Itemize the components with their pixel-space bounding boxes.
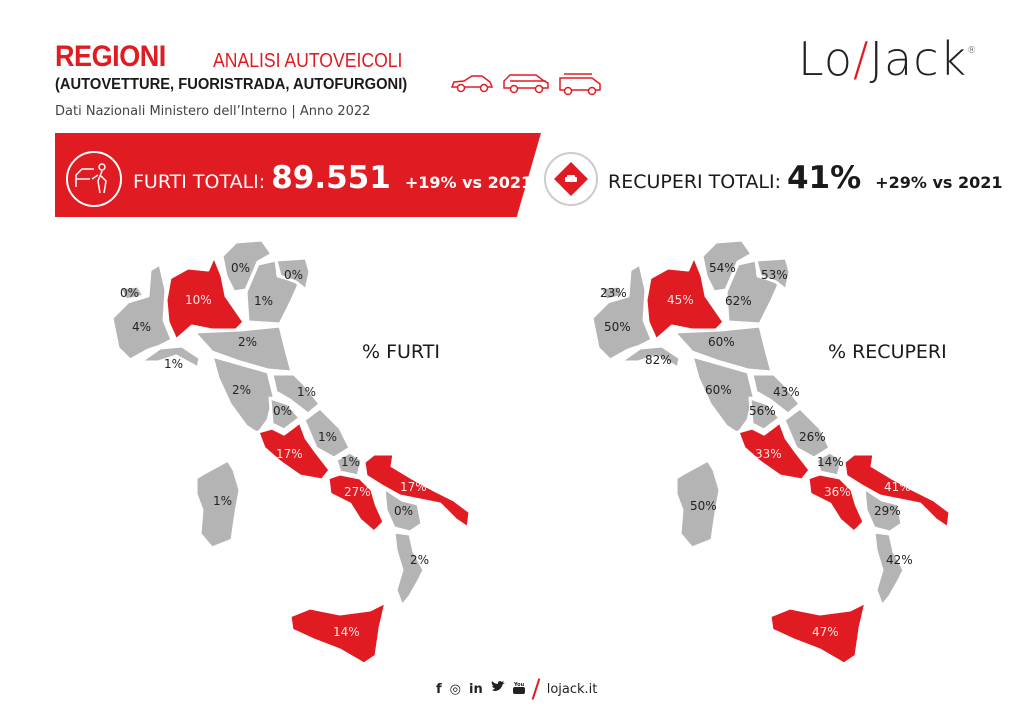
svg-text:0%: 0% [120,286,139,300]
suv-icon [503,74,549,94]
svg-text:56%: 56% [749,404,776,418]
svg-text:1%: 1% [254,294,273,308]
svg-text:60%: 60% [705,383,732,397]
svg-text:17%: 17% [400,480,427,494]
svg-text:0%: 0% [284,268,303,282]
svg-text:29%: 29% [874,504,901,518]
data-source: Dati Nazionali Ministero dell’Interno | … [55,104,371,119]
vehicle-icons [450,72,602,96]
vehicle-types: (AUTOVETTURE, FUORISTRADA, AUTOFURGONI) [55,76,408,93]
recuperi-label: RECUPERI TOTALI: [608,171,781,193]
svg-text:1%: 1% [341,455,360,469]
svg-text:41%: 41% [884,480,911,494]
svg-text:14%: 14% [817,455,844,469]
svg-text:42%: 42% [886,553,913,567]
svg-text:4%: 4% [132,320,151,334]
recuperi-map-label: % RECUPERI [828,341,947,363]
title-block: REGIONI ANALISI AUTOVEICOLI [55,40,402,74]
svg-text:You: You [513,682,525,688]
svg-text:33%: 33% [755,447,782,461]
svg-text:1%: 1% [297,385,316,399]
svg-text:82%: 82% [645,353,672,367]
van-icon [559,73,601,96]
recuperi-delta: +29% vs 2021 [875,173,1003,192]
svg-text:53%: 53% [761,268,788,282]
svg-text:43%: 43% [773,385,800,399]
website-link[interactable]: lojack.it [546,681,598,697]
logo-right: Jack [869,32,968,86]
page-subtitle: ANALISI AUTOVEICOLI [213,50,403,72]
footer-slash [531,678,541,700]
svg-text:23%: 23% [600,286,627,300]
svg-text:2%: 2% [410,553,429,567]
svg-text:14%: 14% [333,625,360,639]
furti-label: FURTI TOTALI: [133,171,266,193]
instagram-icon[interactable]: ◎ [449,681,461,697]
svg-text:45%: 45% [667,293,694,307]
lojack-logo[interactable]: Lo/Jack® [798,32,977,86]
linkedin-icon[interactable]: in [469,681,483,697]
svg-text:1%: 1% [164,357,183,371]
svg-text:36%: 36% [824,485,851,499]
furti-map-label: % FURTI [362,341,440,363]
svg-text:0%: 0% [394,504,413,518]
svg-text:26%: 26% [799,430,826,444]
footer: f ◎ in You lojack.it [436,678,597,700]
svg-text:50%: 50% [604,320,631,334]
svg-text:62%: 62% [725,294,752,308]
svg-text:50%: 50% [690,499,717,513]
svg-text:47%: 47% [812,625,839,639]
svg-text:1%: 1% [213,494,232,508]
svg-text:10%: 10% [185,293,212,307]
recuperi-icon-circle [544,152,598,206]
furti-total: FURTI TOTALI: 89.551 +19% vs 2021 [133,160,532,196]
car-thief-icon [66,151,122,207]
recuperi-region-labels: 23% 50% 82% 45% 54% 62% 53% 60% 60% 43% … [600,261,913,639]
recuperi-value: 41% [786,160,862,196]
logo-registered: ® [967,46,978,56]
furti-delta: +19% vs 2021 [404,173,533,192]
svg-text:17%: 17% [276,447,303,461]
youtube-icon[interactable]: You [512,680,525,698]
facebook-icon[interactable]: f [436,681,442,697]
page-title: REGIONI [55,40,166,73]
recuperi-total: RECUPERI TOTALI: 41% +29% vs 2021 [608,160,1003,196]
svg-text:0%: 0% [273,404,292,418]
car-location-pin-icon [554,162,588,196]
furti-banner [55,133,541,217]
svg-text:54%: 54% [709,261,736,275]
svg-text:27%: 27% [344,485,371,499]
furti-value: 89.551 [271,160,391,196]
furti-region-labels: 0% 4% 1% 10% 0% 1% 0% 2% 2% 1% 0% 17% 1%… [120,261,429,639]
svg-text:2%: 2% [238,335,257,349]
logo-slash: / [852,32,870,86]
svg-text:1%: 1% [318,430,337,444]
car-icon [450,75,494,93]
svg-text:60%: 60% [708,335,735,349]
svg-text:0%: 0% [231,261,250,275]
logo-left: Lo [798,32,853,86]
twitter-icon[interactable] [491,681,505,697]
svg-text:2%: 2% [232,383,251,397]
